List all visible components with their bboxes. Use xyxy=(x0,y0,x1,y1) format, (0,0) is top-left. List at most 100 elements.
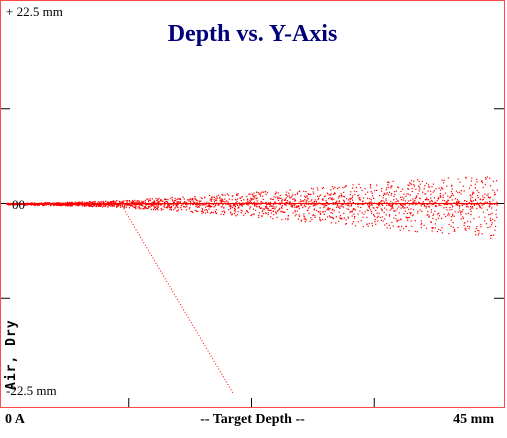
data-point xyxy=(317,189,319,191)
data-point xyxy=(300,195,302,197)
data-point xyxy=(77,204,79,206)
data-point xyxy=(294,194,296,196)
data-point xyxy=(200,200,202,202)
data-point xyxy=(374,219,376,221)
data-point xyxy=(227,203,229,205)
data-point xyxy=(321,187,324,190)
data-point xyxy=(452,206,454,208)
data-point xyxy=(159,203,161,205)
data-point xyxy=(452,215,454,217)
data-point xyxy=(482,198,484,200)
data-point xyxy=(126,201,128,203)
data-point xyxy=(298,202,300,204)
data-point xyxy=(322,211,324,213)
data-point xyxy=(216,212,218,214)
data-point xyxy=(296,206,298,208)
data-point xyxy=(349,197,351,200)
data-point xyxy=(404,200,406,202)
data-point xyxy=(411,187,413,190)
data-point xyxy=(185,202,187,204)
data-point xyxy=(427,199,430,201)
data-point xyxy=(65,204,67,206)
data-point xyxy=(465,227,467,229)
data-point xyxy=(187,199,189,201)
data-point xyxy=(337,205,339,207)
data-point xyxy=(370,187,372,189)
data-point xyxy=(95,203,97,205)
data-point xyxy=(385,200,387,202)
data-point xyxy=(408,188,410,190)
data-point xyxy=(158,203,160,205)
data-point xyxy=(131,203,133,205)
data-point xyxy=(436,231,438,233)
data-point xyxy=(357,206,359,208)
data-point xyxy=(221,194,223,196)
data-point xyxy=(164,203,166,205)
data-point xyxy=(357,195,359,197)
data-point xyxy=(370,209,372,211)
data-point xyxy=(449,203,451,205)
data-point xyxy=(201,197,203,200)
data-point xyxy=(345,185,347,187)
data-point xyxy=(347,204,349,207)
data-point xyxy=(297,206,299,208)
data-point xyxy=(381,216,383,218)
data-point xyxy=(326,192,328,194)
data-point xyxy=(296,210,298,212)
data-point xyxy=(489,217,492,219)
data-point xyxy=(209,206,211,208)
data-point xyxy=(360,206,362,209)
data-point xyxy=(441,227,443,229)
data-point xyxy=(234,208,236,210)
data-point xyxy=(334,186,336,188)
data-point xyxy=(81,203,83,205)
data-point xyxy=(258,193,260,195)
data-point xyxy=(231,213,233,215)
data-point xyxy=(329,197,331,199)
data-point xyxy=(16,202,18,204)
data-point xyxy=(412,202,414,204)
data-point xyxy=(260,200,262,203)
data-point xyxy=(464,222,466,224)
data-point xyxy=(349,194,351,196)
data-point xyxy=(436,200,438,202)
data-point xyxy=(358,194,360,196)
data-point xyxy=(345,204,347,206)
data-point xyxy=(383,211,385,213)
data-point xyxy=(344,186,346,188)
data-point xyxy=(107,201,109,203)
data-point xyxy=(155,203,157,206)
data-point xyxy=(138,203,140,206)
data-point xyxy=(285,197,287,199)
data-point xyxy=(114,201,116,203)
data-point xyxy=(433,213,435,215)
data-point xyxy=(281,201,283,203)
data-point xyxy=(364,188,366,190)
data-point xyxy=(452,226,454,228)
data-point xyxy=(241,210,243,212)
data-point xyxy=(149,199,151,202)
data-point xyxy=(426,199,428,201)
data-point xyxy=(319,207,321,209)
data-point xyxy=(303,218,305,220)
y-bottom-label: -22.5 mm xyxy=(6,383,57,398)
data-point xyxy=(359,197,361,199)
data-point xyxy=(469,194,471,196)
data-point xyxy=(338,186,340,189)
data-point xyxy=(247,211,249,214)
data-point xyxy=(57,202,59,204)
data-point xyxy=(163,201,166,204)
data-point xyxy=(286,208,288,211)
data-point xyxy=(458,207,461,209)
data-point xyxy=(473,204,475,206)
data-point xyxy=(163,205,165,208)
data-point xyxy=(129,202,131,204)
data-point xyxy=(179,197,181,200)
data-point xyxy=(123,206,125,208)
data-point xyxy=(481,180,483,182)
data-point xyxy=(165,200,168,202)
data-point xyxy=(288,195,291,197)
data-point xyxy=(69,202,71,204)
data-point xyxy=(160,207,162,210)
data-point xyxy=(494,220,496,222)
